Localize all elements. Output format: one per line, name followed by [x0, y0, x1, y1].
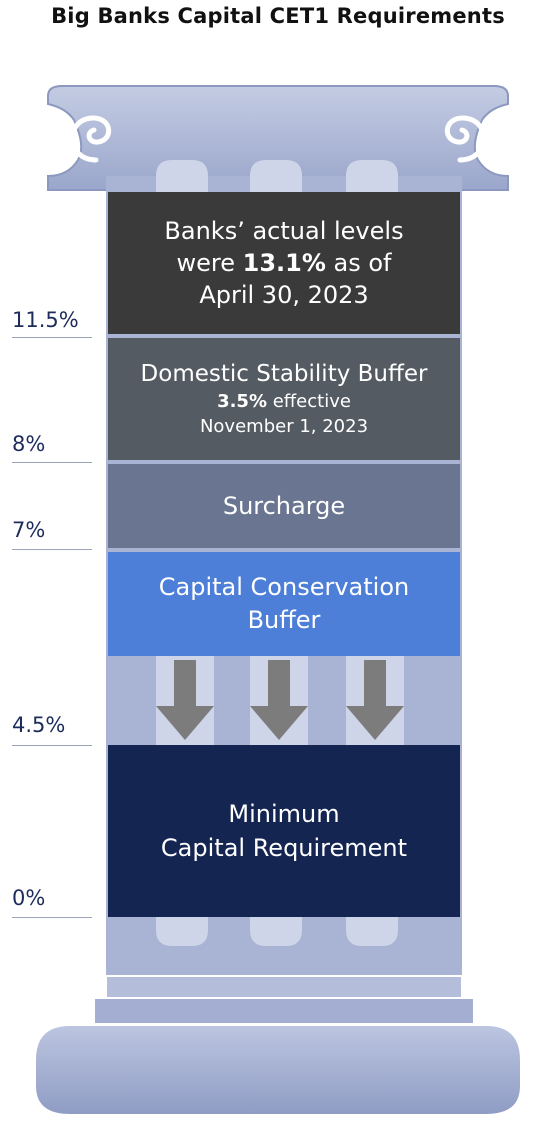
level-label-0: 0% — [12, 886, 46, 910]
dsb-title: Domestic Stability Buffer — [140, 361, 428, 387]
down-arrow-icon — [250, 660, 308, 740]
dsb-line-2: 3.5% effective — [217, 389, 351, 414]
capital-conservation-buffer-block: Capital Conservation Buffer — [108, 552, 460, 656]
pillar-flutes-top — [156, 160, 398, 192]
dsb-date: November 1, 2023 — [199, 416, 369, 437]
actual-line-3: April 30, 2023 — [199, 281, 369, 309]
level-label-11-5: 11.5% — [12, 308, 79, 332]
domestic-stability-buffer-block: Domestic Stability Buffer 3.5% effective… — [108, 338, 460, 460]
level-line — [12, 549, 92, 550]
actual-value: 13.1% — [242, 249, 326, 277]
scroll-volute-icon — [69, 115, 111, 163]
ccb-line-1: Capital Conservation — [158, 573, 410, 601]
pillar-flutes-bottom — [156, 917, 398, 946]
actual-levels-block: Banks’ actual levels were 13.1% as of Ap… — [108, 192, 460, 334]
dsb-line-2-suffix: effective — [266, 391, 351, 412]
minimum-line-2: Capital Requirement — [160, 834, 408, 862]
level-label-8: 8% — [12, 432, 46, 456]
level-line — [12, 462, 92, 463]
level-line — [12, 337, 92, 338]
actual-line-2-prefix: were — [176, 249, 243, 277]
scroll-volute-icon — [445, 115, 487, 163]
chart-title: Big Banks Capital CET1 Requirements — [51, 4, 505, 28]
level-line — [12, 745, 92, 746]
surcharge-block: Surcharge — [108, 464, 460, 548]
dsb-value: 3.5% — [217, 391, 267, 412]
surcharge-label: Surcharge — [222, 492, 346, 520]
pillar-base — [36, 975, 520, 1114]
level-line — [12, 917, 92, 918]
actual-line-2: were 13.1% as of — [176, 247, 391, 279]
actual-line-2-suffix: as of — [325, 249, 392, 277]
minimum-line-1: Minimum — [228, 800, 340, 828]
down-arrow-icon — [156, 660, 214, 740]
down-arrow-icon — [346, 660, 404, 740]
ccb-line-2: Buffer — [247, 606, 321, 634]
level-label-4-5: 4.5% — [12, 713, 66, 737]
minimum-capital-requirement-block: Minimum Capital Requirement — [108, 745, 460, 917]
actual-line-1: Banks’ actual levels — [164, 217, 404, 245]
level-label-7: 7% — [12, 518, 46, 542]
